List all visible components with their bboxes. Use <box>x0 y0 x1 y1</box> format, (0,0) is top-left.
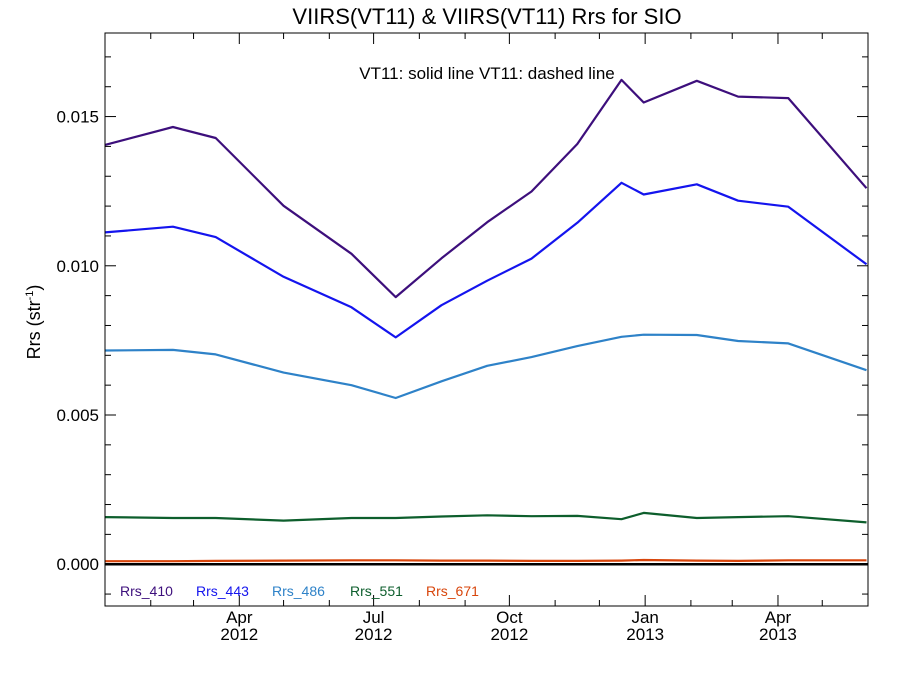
y-axis-label: Rrs (str-1) <box>24 285 44 360</box>
chart-title: VIIRS(VT11) & VIIRS(VT11) Rrs for SIO <box>292 4 681 29</box>
legend-item-rrs_486: Rrs_486 <box>272 583 325 599</box>
series-line-rrs_486 <box>104 333 867 400</box>
axis-layer: 0.0000.0050.0100.015Apr2012Jul2012Oct201… <box>56 33 868 644</box>
series-line-rrs_443 <box>104 181 868 339</box>
legend-item-rrs_671: Rrs_671 <box>426 583 479 599</box>
series-line-rrs_671 <box>105 558 867 563</box>
y-axis-label-text: Rrs (str <box>24 300 44 359</box>
x-tick-year-label: 2013 <box>626 625 664 644</box>
x-tick-month-label: Oct <box>496 608 523 627</box>
x-tick-month-label: Jan <box>631 608 658 627</box>
series-line-rrs_551 <box>104 511 867 524</box>
series-layer <box>104 78 868 563</box>
legend-item-rrs_551: Rrs_551 <box>350 583 403 599</box>
y-tick-label: 0.000 <box>56 555 99 574</box>
legend-item-rrs_410: Rrs_410 <box>120 583 173 599</box>
x-tick-month-label: Jul <box>363 608 385 627</box>
series-line-rrs_410 <box>104 78 868 299</box>
legend-item-rrs_443: Rrs_443 <box>196 583 249 599</box>
x-tick-month-label: Apr <box>765 608 792 627</box>
x-tick-year-label: 2012 <box>220 625 258 644</box>
x-tick-year-label: 2013 <box>759 625 797 644</box>
x-tick-year-label: 2012 <box>355 625 393 644</box>
x-tick-year-label: 2012 <box>490 625 528 644</box>
line-style-annotation: VT11: solid line VT11: dashed line <box>359 64 614 83</box>
y-tick-label: 0.005 <box>56 406 99 425</box>
y-tick-label: 0.015 <box>56 108 99 127</box>
y-axis-label-superscript: -1 <box>24 291 36 301</box>
plot-frame <box>104 32 869 607</box>
legend: Rrs_410 Rrs_443 Rrs_486 Rrs_551 Rrs_671 <box>120 583 479 599</box>
y-tick-label: 0.010 <box>56 257 99 276</box>
x-tick-month-label: Apr <box>226 608 253 627</box>
